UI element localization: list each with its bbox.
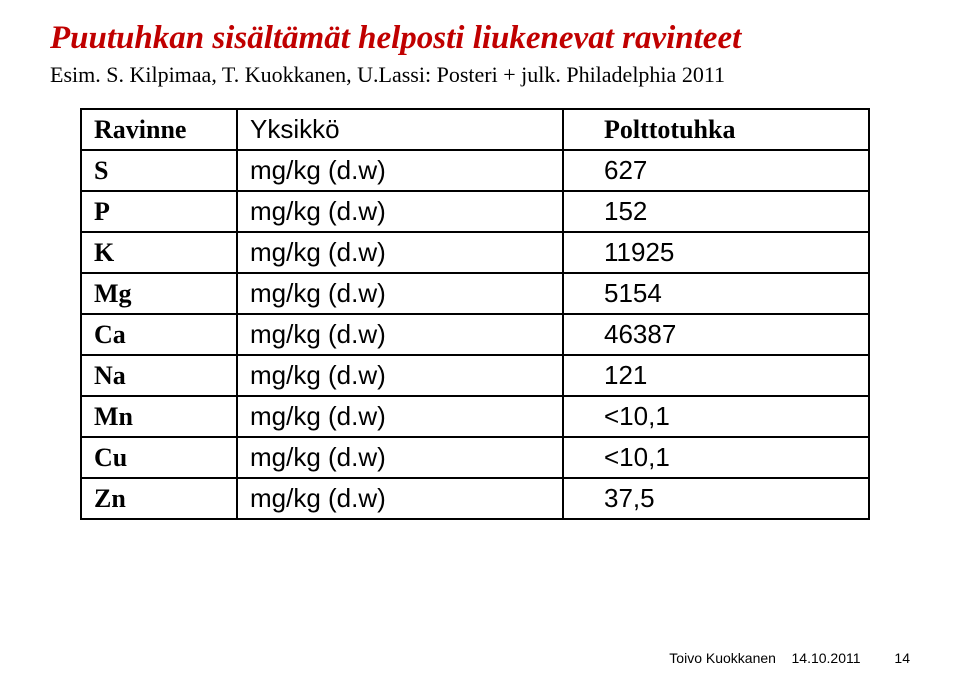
cell-value: 46387: [563, 314, 869, 355]
cell-value: 11925: [563, 232, 869, 273]
table-row: Cu mg/kg (d.w) <10,1: [81, 437, 869, 478]
footer-author: Toivo Kuokkanen: [669, 650, 776, 666]
cell-unit: mg/kg (d.w): [237, 232, 563, 273]
cell-unit: mg/kg (d.w): [237, 150, 563, 191]
table-row: Mn mg/kg (d.w) <10,1: [81, 396, 869, 437]
cell-label: S: [81, 150, 237, 191]
header-unit: Yksikkö: [237, 109, 563, 150]
cell-value: 152: [563, 191, 869, 232]
table-row: S mg/kg (d.w) 627: [81, 150, 869, 191]
table-row: Ca mg/kg (d.w) 46387: [81, 314, 869, 355]
cell-unit: mg/kg (d.w): [237, 191, 563, 232]
table-header-row: Ravinne Yksikkö Polttotuhka: [81, 109, 869, 150]
cell-value: 627: [563, 150, 869, 191]
cell-label: P: [81, 191, 237, 232]
slide-subtitle: Esim. S. Kilpimaa, T. Kuokkanen, U.Lassi…: [50, 62, 910, 88]
table-row: K mg/kg (d.w) 11925: [81, 232, 869, 273]
cell-label: Ca: [81, 314, 237, 355]
cell-unit: mg/kg (d.w): [237, 314, 563, 355]
cell-unit: mg/kg (d.w): [237, 273, 563, 314]
table-row: P mg/kg (d.w) 152: [81, 191, 869, 232]
cell-unit: mg/kg (d.w): [237, 396, 563, 437]
slide-title: Puutuhkan sisältämät helposti liukenevat…: [50, 20, 910, 56]
cell-value: 121: [563, 355, 869, 396]
cell-label: Na: [81, 355, 237, 396]
cell-unit: mg/kg (d.w): [237, 437, 563, 478]
cell-value: 37,5: [563, 478, 869, 519]
footer-page: 14: [894, 650, 910, 666]
table-row: Na mg/kg (d.w) 121: [81, 355, 869, 396]
cell-label: K: [81, 232, 237, 273]
slide: Puutuhkan sisältämät helposti liukenevat…: [0, 0, 960, 680]
cell-unit: mg/kg (d.w): [237, 478, 563, 519]
cell-value: <10,1: [563, 396, 869, 437]
cell-value: <10,1: [563, 437, 869, 478]
cell-unit: mg/kg (d.w): [237, 355, 563, 396]
cell-value: 5154: [563, 273, 869, 314]
table-row: Zn mg/kg (d.w) 37,5: [81, 478, 869, 519]
header-label: Ravinne: [81, 109, 237, 150]
header-value: Polttotuhka: [563, 109, 869, 150]
cell-label: Mn: [81, 396, 237, 437]
cell-label: Mg: [81, 273, 237, 314]
cell-label: Cu: [81, 437, 237, 478]
footer: Toivo Kuokkanen 14.10.2011 14: [669, 650, 910, 666]
cell-label: Zn: [81, 478, 237, 519]
table-row: Mg mg/kg (d.w) 5154: [81, 273, 869, 314]
footer-date: 14.10.2011: [792, 650, 861, 666]
nutrient-table: Ravinne Yksikkö Polttotuhka S mg/kg (d.w…: [80, 108, 870, 520]
